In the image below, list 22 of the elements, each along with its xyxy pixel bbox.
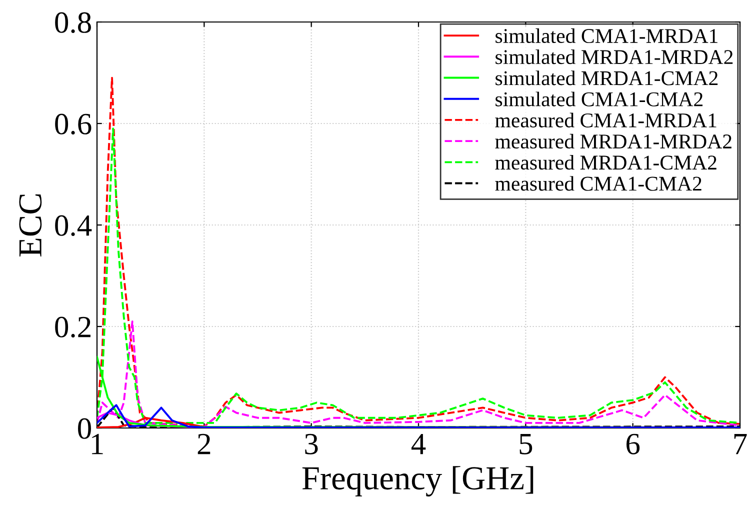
legend-label: simulated MRDA1-MRDA2 (496, 49, 733, 64)
x-axis-title: Frequency [GHz] (302, 466, 534, 496)
legend-label: measured MRDA1-MRDA2 (495, 134, 732, 149)
x-tick-label: 2 (198, 434, 210, 454)
legend-label: simulated CMA1-MRDA1 (496, 28, 718, 44)
y-tick-label: 0.4 (55, 215, 92, 236)
x-tick-label: 6 (626, 434, 640, 454)
y-tick-label: 0 (78, 418, 91, 439)
x-tick-label: 4 (411, 434, 426, 454)
x-tick-label: 7 (734, 434, 747, 454)
y-tick-label: 0.6 (55, 114, 92, 135)
legend-label: measured MRDA1-CMA2 (495, 155, 716, 170)
legend-label: measured CMA1-MRDA1 (495, 112, 716, 128)
y-tick-label: 0.2 (55, 316, 90, 338)
y-tick-label: 0.8 (55, 12, 91, 34)
legend-label: measured CMA1-CMA2 (495, 176, 702, 191)
y-axis-title: ECC (19, 194, 42, 256)
legend-label: simulated MRDA1-CMA2 (496, 70, 718, 86)
legend-label: simulated CMA1-CMA2 (496, 92, 703, 106)
x-tick-label: 1 (92, 434, 103, 454)
x-tick-label: 3 (305, 434, 318, 454)
x-tick-label: 5 (520, 434, 532, 454)
